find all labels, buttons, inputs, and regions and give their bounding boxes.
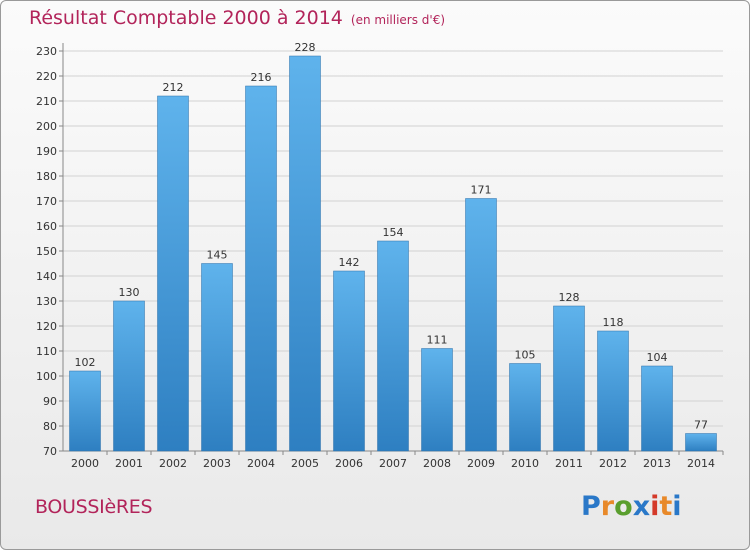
value-label-2002: 212	[163, 81, 184, 94]
axes: 7080901001101201301401501601701801902002…	[36, 43, 724, 470]
y-tick-label: 210	[36, 95, 57, 108]
y-tick-label: 110	[36, 345, 57, 358]
bar-2011	[553, 305, 585, 452]
value-label-2013: 104	[647, 351, 668, 364]
bar-2012	[597, 330, 629, 452]
logo-letter: r	[600, 491, 615, 522]
y-tick-label: 170	[36, 195, 57, 208]
y-tick-label: 70	[43, 445, 57, 458]
bar-2004	[245, 85, 277, 452]
x-tick-label-2009: 2009	[467, 457, 495, 470]
y-tick-label: 230	[36, 45, 57, 58]
x-tick-label-2010: 2010	[511, 457, 539, 470]
value-label-2012: 118	[603, 316, 624, 329]
chart-unit-label: (en milliers d'€)	[350, 13, 446, 27]
logo-letter: o	[614, 491, 633, 522]
y-tick-label: 140	[36, 270, 57, 283]
y-tick-label: 80	[43, 420, 57, 433]
logo-letter: x	[632, 491, 651, 522]
y-tick-label: 100	[36, 370, 57, 383]
bar-2010	[509, 363, 541, 452]
x-tick-label-2002: 2002	[159, 457, 187, 470]
value-label-2007: 154	[383, 226, 404, 239]
bars	[69, 55, 717, 452]
bar-2001	[113, 300, 145, 452]
chart-title: Résultat Comptable 2000 à 2014 (en millie…	[29, 7, 445, 29]
bar-2008	[421, 348, 453, 452]
logo-letter: P	[581, 491, 601, 522]
bar-2014	[685, 433, 717, 452]
y-tick-label: 180	[36, 170, 57, 183]
proxiti-logo[interactable]: Proxiti	[581, 491, 682, 522]
value-label-2004: 216	[251, 71, 272, 84]
value-label-2001: 130	[119, 286, 140, 299]
x-tick-label-2001: 2001	[115, 457, 143, 470]
y-tick-label: 160	[36, 220, 57, 233]
x-tick-label-2005: 2005	[291, 457, 319, 470]
value-label-2000: 102	[75, 356, 96, 369]
value-label-2005: 228	[295, 41, 316, 54]
chart-title-text: Résultat Comptable 2000 à 2014	[29, 7, 343, 29]
value-label-2008: 111	[427, 334, 448, 347]
x-tick-label-2003: 2003	[203, 457, 231, 470]
x-tick-label-2007: 2007	[379, 457, 407, 470]
logo-letter: i	[672, 491, 682, 522]
value-label-2011: 128	[559, 291, 580, 304]
logo-letter: i	[650, 491, 660, 522]
y-tick-label: 190	[36, 145, 57, 158]
y-tick-label: 200	[36, 120, 57, 133]
logo-letter: t	[659, 491, 673, 522]
x-tick-label-2004: 2004	[247, 457, 275, 470]
x-tick-label-2000: 2000	[71, 457, 99, 470]
y-tick-label: 130	[36, 295, 57, 308]
x-tick-label-2014: 2014	[687, 457, 715, 470]
bar-2000	[69, 370, 101, 452]
bar-2005	[289, 55, 321, 452]
value-label-2014: 77	[694, 419, 708, 432]
bar-2009	[465, 198, 497, 452]
bar-2007	[377, 240, 409, 452]
y-tick-label: 90	[43, 395, 57, 408]
commune-name: BOUSSIèRES	[35, 496, 153, 518]
x-tick-label-2013: 2013	[643, 457, 671, 470]
x-tick-label-2008: 2008	[423, 457, 451, 470]
bar-2003	[201, 263, 233, 452]
data-labels: 102 130 212 145 216 228 142 154 111 171 105 128 118 1…	[75, 41, 709, 432]
x-tick-label-2006: 2006	[335, 457, 363, 470]
x-tick-label-2011: 2011	[555, 457, 583, 470]
bar-2002	[157, 95, 189, 452]
bar-2013	[641, 365, 673, 452]
y-tick-label: 220	[36, 70, 57, 83]
y-tick-label: 150	[36, 245, 57, 258]
x-tick-label-2012: 2012	[599, 457, 627, 470]
bar-2006	[333, 270, 365, 452]
y-tick-label: 120	[36, 320, 57, 333]
value-label-2006: 142	[339, 256, 360, 269]
value-label-2010: 105	[515, 349, 536, 362]
value-label-2009: 171	[471, 184, 492, 197]
value-label-2003: 145	[207, 249, 228, 262]
